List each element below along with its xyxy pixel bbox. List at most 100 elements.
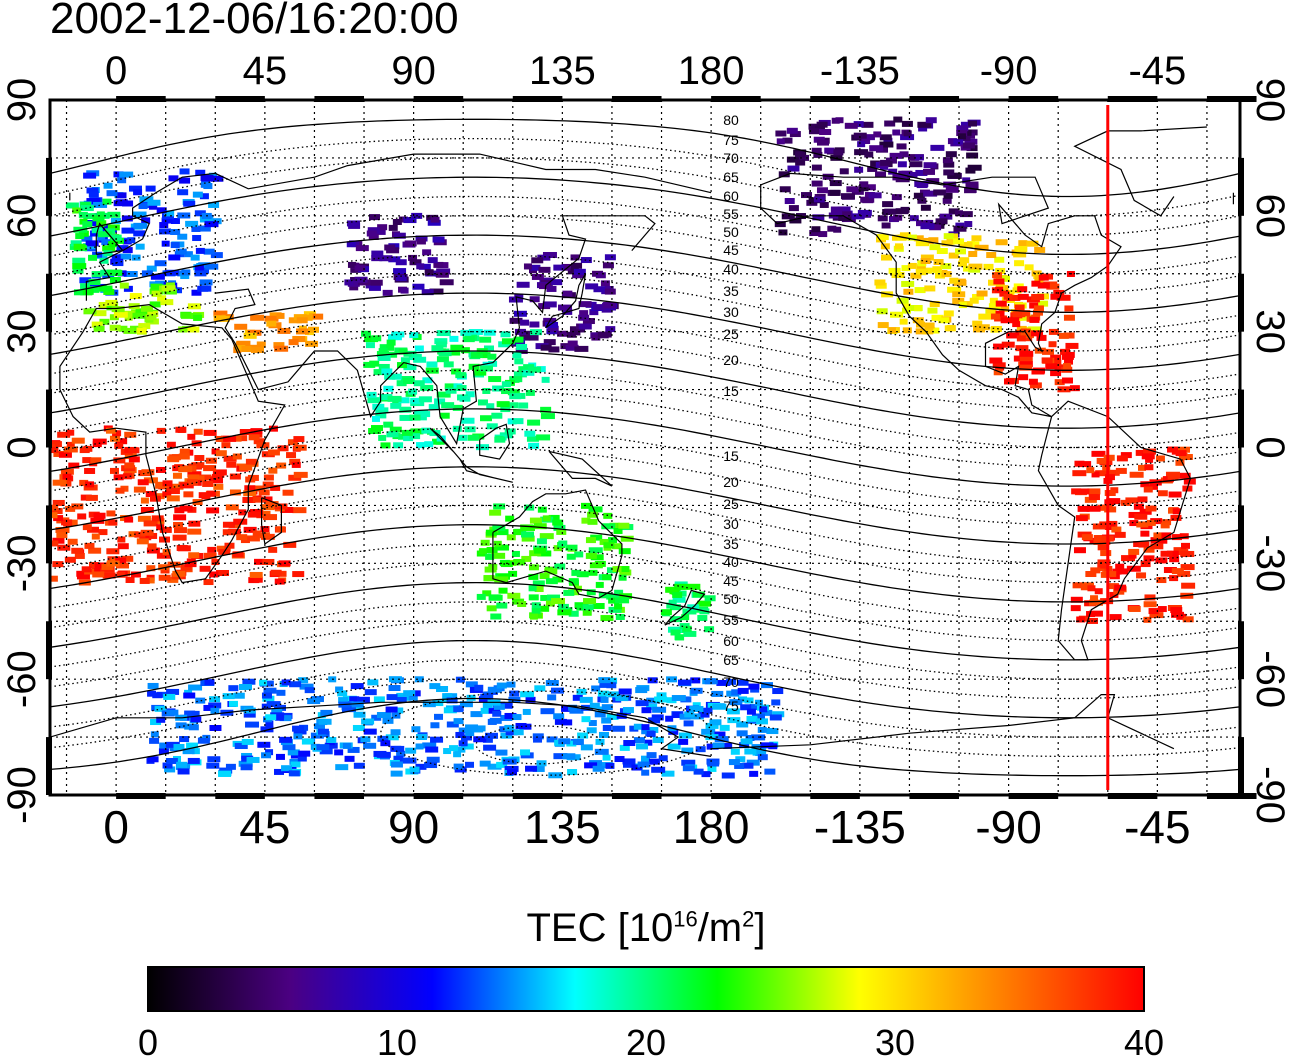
tec-cell	[252, 530, 261, 537]
tec-cell	[262, 558, 275, 565]
tec-cell	[924, 322, 935, 329]
tec-cell	[422, 742, 437, 749]
lon-label-top: -45	[1128, 49, 1186, 93]
tec-cell	[588, 506, 603, 513]
lon-label-top: 135	[529, 49, 596, 93]
tec-cell	[416, 238, 426, 245]
tec-cell	[513, 559, 525, 566]
tec-cell	[641, 728, 651, 735]
tec-cell	[242, 678, 256, 685]
tec-cell	[929, 244, 941, 251]
tec-cell	[788, 205, 799, 212]
tec-cell	[172, 472, 182, 479]
tec-cell	[199, 565, 211, 572]
tec-cell	[386, 694, 398, 701]
tec-cell	[177, 768, 190, 775]
tec-cell	[1180, 542, 1190, 549]
tec-cell	[134, 531, 146, 538]
tec-cell	[501, 338, 515, 345]
tec-cell	[93, 201, 108, 208]
tec-cell	[873, 131, 882, 138]
tec-cell	[265, 720, 274, 727]
tec-cell	[199, 279, 213, 286]
tec-cell	[923, 168, 936, 175]
tec-cell	[877, 215, 888, 222]
tec-cell	[434, 398, 446, 405]
tec-cell	[399, 414, 413, 421]
tec-cell	[131, 254, 141, 261]
tec-cell	[600, 696, 609, 703]
tec-cell	[139, 577, 150, 584]
tec-cell	[528, 573, 539, 580]
tec-cell	[1019, 364, 1033, 371]
tec-cell	[513, 371, 527, 378]
tec-cell	[148, 203, 157, 210]
tec-cell	[376, 751, 391, 758]
tec-cell	[455, 676, 465, 683]
tec-cell	[1136, 521, 1149, 528]
tec-cell	[383, 421, 394, 428]
tec-cell	[393, 232, 406, 239]
tec-cell	[442, 693, 453, 700]
tec-cell	[672, 712, 681, 719]
tec-cell	[247, 511, 261, 518]
tec-cell	[504, 428, 516, 435]
tec-cell	[188, 520, 201, 527]
tec-cell	[948, 208, 959, 215]
tec-cell	[52, 537, 65, 544]
tec-cell	[83, 172, 97, 179]
tec-cell	[71, 437, 85, 444]
tec-cell	[1018, 240, 1028, 247]
tec-cell	[501, 381, 511, 388]
tec-cell	[581, 517, 591, 524]
tec-cell	[460, 734, 472, 741]
tec-cell	[273, 342, 285, 349]
tec-cell	[909, 161, 923, 168]
tec-cell	[839, 168, 849, 175]
tec-cell	[190, 254, 200, 261]
coastline	[85, 153, 712, 301]
tec-cell	[159, 222, 169, 229]
tec-cell	[671, 695, 686, 702]
tec-cell	[338, 697, 349, 704]
tec-cell	[957, 260, 967, 267]
tec-cell	[456, 385, 467, 392]
tec-cell	[893, 116, 903, 123]
tec-cell	[165, 488, 180, 495]
tec-cell	[204, 679, 215, 686]
tec-cell	[307, 698, 321, 705]
tec-cell	[971, 235, 982, 242]
tec-cell	[102, 245, 116, 252]
tec-cell	[276, 312, 285, 319]
tec-cell	[218, 770, 232, 777]
tec-cell	[608, 537, 618, 544]
tec-cell	[568, 578, 579, 585]
tec-cell	[462, 336, 475, 343]
tec-cell	[561, 719, 573, 726]
tec-cell	[206, 762, 220, 769]
tec-cell	[138, 323, 151, 330]
tec-cell	[474, 369, 487, 376]
tec-cell	[433, 261, 444, 268]
tec-cell	[1012, 311, 1026, 318]
tec-cell	[172, 534, 187, 541]
tec-cell	[460, 743, 474, 750]
tec-cell	[150, 731, 159, 738]
tec-cell	[161, 217, 173, 224]
tec-cell	[122, 473, 132, 480]
tec-cell	[455, 731, 465, 738]
tec-cell	[429, 683, 441, 690]
tec-cell	[184, 561, 197, 568]
tec-cell	[516, 343, 528, 350]
frame-bar	[909, 96, 960, 102]
lon-label-top: -90	[980, 49, 1038, 93]
tec-cell	[570, 254, 580, 261]
tec-cell	[50, 441, 62, 448]
tec-cell	[187, 474, 200, 481]
tec-cell	[206, 490, 216, 497]
tec-cell	[466, 694, 476, 701]
tec-cell	[411, 726, 421, 733]
tec-cell	[102, 572, 116, 579]
tec-cell	[590, 554, 604, 561]
tec-cell	[1087, 585, 1096, 592]
